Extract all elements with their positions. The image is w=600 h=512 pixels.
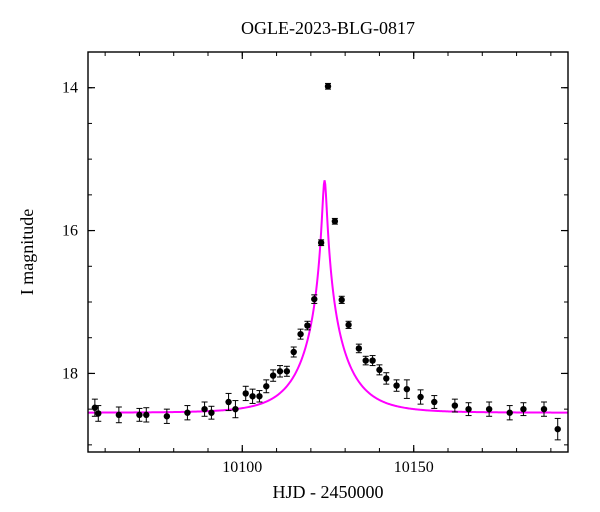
- x-tick-label: 10100: [222, 459, 262, 476]
- y-tick-label: 14: [62, 80, 78, 97]
- y-tick-label: 16: [62, 223, 78, 240]
- y-axis-label: I magnitude: [17, 209, 37, 295]
- chart-title: OGLE-2023-BLG-0817: [241, 18, 415, 38]
- lightcurve-chart: 10100 10150 14 16 18 OGLE-2023-BLG-0817 HJD - …: [0, 0, 600, 512]
- y-tick-label: 18: [62, 365, 78, 382]
- x-axis-label: HJD - 2450000: [273, 482, 384, 502]
- x-tick-label: 10150: [394, 459, 434, 476]
